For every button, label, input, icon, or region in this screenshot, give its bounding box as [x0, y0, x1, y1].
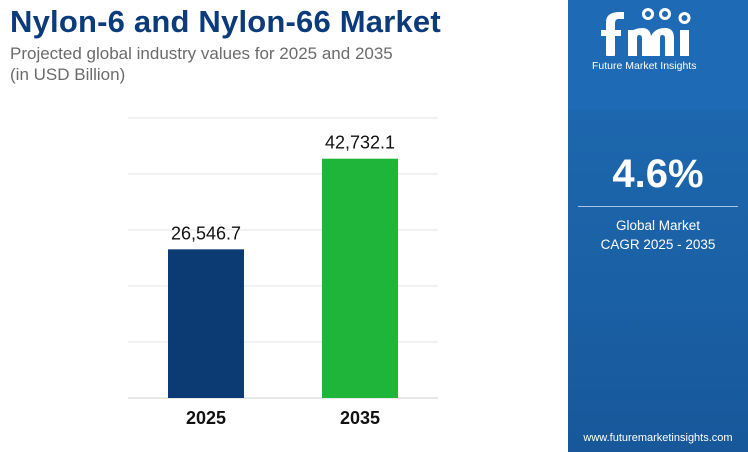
sidebar: Future Market Insights 4.6% Global Marke… — [568, 0, 748, 452]
chart-panel: Nylon-6 and Nylon-66 Market Projected gl… — [10, 4, 441, 428]
cagr-value: 4.6% — [612, 152, 704, 196]
bar-chart: 26,546.7 2025 42,732.1 2035 — [128, 117, 438, 428]
value-label-2025: 26,546.7 — [171, 223, 241, 243]
subtitle-line-1: Projected global industry values for 202… — [10, 44, 393, 63]
page-subtitle: Projected global industry values for 202… — [10, 43, 393, 85]
bar-2025 — [168, 249, 244, 398]
cagr-label-line-1: Global Market — [615, 218, 701, 233]
brand-name: Future Market Insights — [592, 60, 697, 72]
bar-2035 — [322, 158, 398, 398]
website-link[interactable]: www.futuremarketinsights.com — [583, 432, 733, 444]
cagr-label: Global Market CAGR 2025 - 2035 — [568, 216, 748, 254]
x-tick-label-2025: 2025 — [186, 408, 226, 428]
sidebar-divider — [578, 206, 738, 207]
value-label-2035: 42,732.1 — [325, 133, 395, 153]
sidebar-background — [568, 110, 748, 452]
logo-icons-group — [642, 8, 691, 24]
cagr-label-line-2: CAGR 2025 - 2035 — [600, 237, 716, 252]
page-title: Nylon-6 and Nylon-66 Market — [10, 4, 441, 39]
x-tick-label-2035: 2035 — [340, 408, 380, 428]
subtitle-line-2: (in USD Billion) — [10, 65, 126, 84]
fmi-logo — [601, 8, 691, 56]
